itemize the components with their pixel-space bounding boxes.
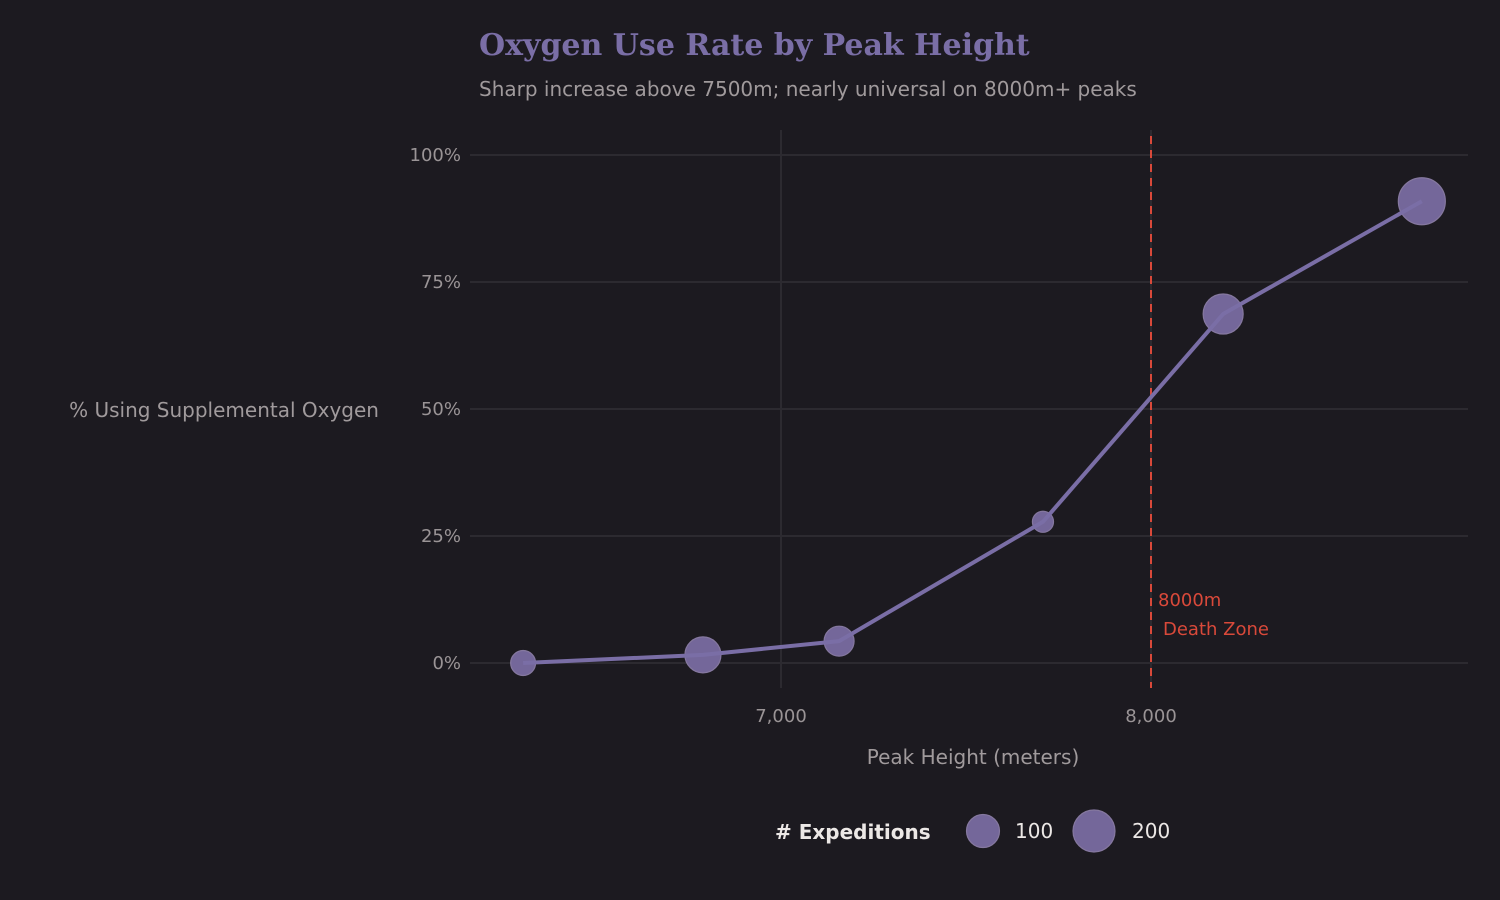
y-tick-label: 100% <box>410 145 461 166</box>
legend-size-key <box>965 813 1001 849</box>
chart-title: Oxygen Use Rate by Peak Height <box>479 28 1030 63</box>
death-zone-label-line1: 8000m <box>1158 590 1221 611</box>
x-axis-label: Peak Height (meters) <box>867 745 1080 769</box>
legend-entry-label: 100 <box>1015 819 1053 843</box>
y-tick-label: 25% <box>421 526 461 547</box>
y-tick-label: 50% <box>421 399 461 420</box>
y-tick-label: 0% <box>432 653 461 674</box>
series-line <box>523 199 1423 665</box>
legend-title: # Expeditions <box>775 820 931 844</box>
chart-subtitle: Sharp increase above 7500m; nearly unive… <box>479 77 1137 101</box>
x-tick-label: 7,000 <box>755 706 807 727</box>
death-zone-label-line2: Death Zone <box>1163 619 1269 640</box>
x-tick-label: 8,000 <box>1125 706 1177 727</box>
y-tick-label: 75% <box>421 272 461 293</box>
legend-entry-label: 200 <box>1132 819 1170 843</box>
y-axis-label: % Using Supplemental Oxygen <box>69 398 379 422</box>
legend: # Expeditions 100 200 <box>775 809 1170 853</box>
legend-size-key <box>1072 809 1116 853</box>
